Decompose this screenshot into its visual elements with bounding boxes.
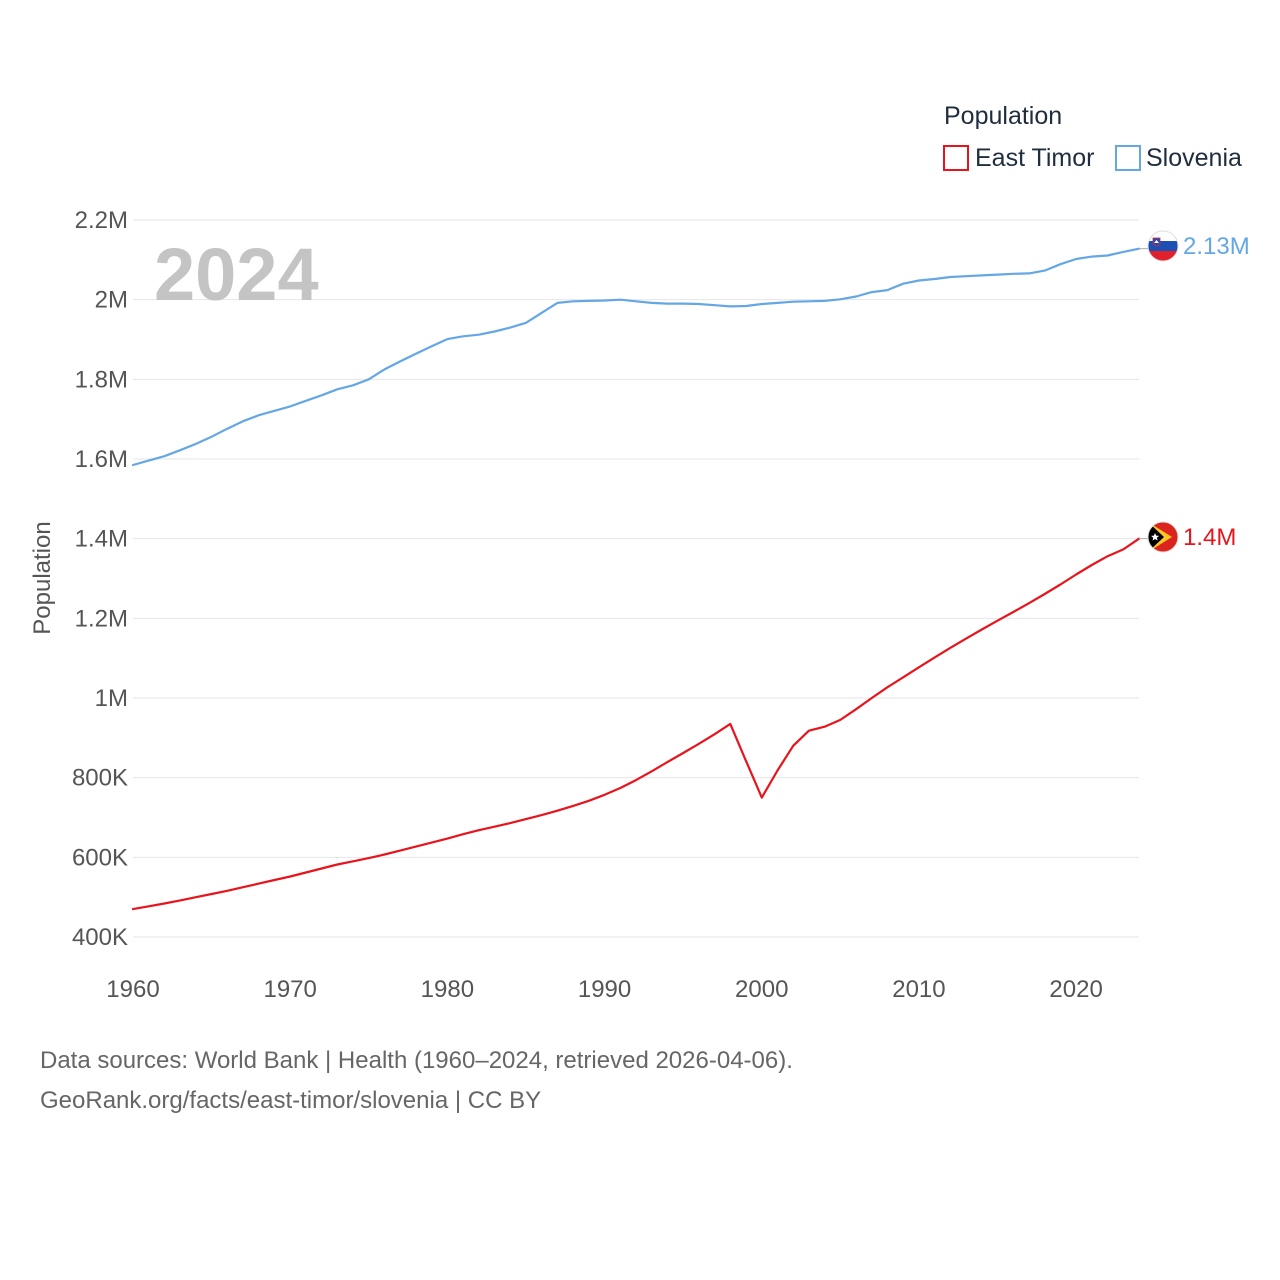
- legend-swatch-slovenia: [1115, 145, 1141, 171]
- y-tick-label: 2M: [95, 287, 128, 314]
- series-line-east-timor: [131, 537, 1141, 911]
- y-tick-label: 1M: [95, 685, 128, 712]
- legend-swatch-east-timor: [943, 145, 969, 171]
- year-annotation: 2024: [154, 233, 319, 316]
- legend-item-slovenia[interactable]: Slovenia: [1115, 144, 1242, 172]
- footer-link[interactable]: GeoRank.org/facts/east-timor/slovenia | …: [40, 1087, 541, 1114]
- y-tick-label: 1.6M: [75, 446, 128, 473]
- x-tick-label: 2020: [1049, 976, 1102, 1003]
- east-timor-flag-icon: [1147, 521, 1179, 553]
- y-tick-label: 400K: [72, 924, 128, 951]
- series-lines: [131, 247, 1148, 911]
- x-tick-label: 2010: [892, 976, 945, 1003]
- y-axis-ticks: 400K 600K 800K 1M 1.2M 1.4M 1.6M 1.8M 2M 2.2M: [72, 207, 128, 951]
- series-line-slovenia: [131, 247, 1141, 467]
- x-tick-label: 1980: [421, 976, 474, 1003]
- slovenia-end-label: 2.13M: [1183, 233, 1250, 260]
- grid-lines: [133, 219, 1139, 938]
- legend-label-slovenia: Slovenia: [1146, 144, 1242, 172]
- legend: Population East Timor Slovenia: [943, 102, 1242, 172]
- x-axis-ticks: 1960 1970 1980 1990 2000 2010 2020: [106, 976, 1103, 1003]
- x-tick-label: 1960: [106, 976, 159, 1003]
- y-tick-label: 600K: [72, 844, 128, 871]
- y-tick-label: 1.2M: [75, 605, 128, 632]
- legend-title: Population: [944, 102, 1062, 130]
- x-tick-label: 1970: [263, 976, 316, 1003]
- y-axis-title: Population: [29, 521, 56, 634]
- x-tick-label: 2000: [735, 976, 788, 1003]
- x-tick-label: 1990: [578, 976, 631, 1003]
- y-tick-label: 1.8M: [75, 366, 128, 393]
- slovenia-flag-icon: [1147, 230, 1179, 262]
- legend-label-east-timor: East Timor: [975, 144, 1094, 172]
- footer-sources: Data sources: World Bank | Health (1960–…: [40, 1047, 793, 1074]
- east-timor-end-label: 1.4M: [1183, 524, 1236, 551]
- y-tick-label: 2.2M: [75, 207, 128, 234]
- legend-item-east-timor[interactable]: East Timor: [943, 144, 1094, 172]
- y-tick-label: 800K: [72, 765, 128, 792]
- y-tick-label: 1.4M: [75, 526, 128, 553]
